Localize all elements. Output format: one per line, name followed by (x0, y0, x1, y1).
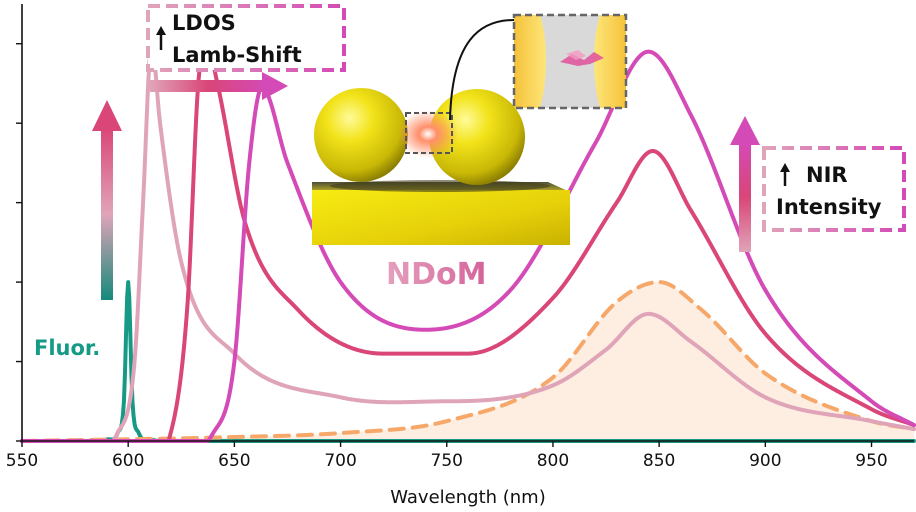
nir-intensity-box: NIR Intensity (762, 146, 906, 232)
lamb-shift-label: Lamb-Shift (172, 43, 302, 67)
intensity-label: Intensity (776, 195, 882, 219)
series-line-coupled-1 (20, 41, 916, 443)
x-tick-label: 850 (643, 451, 675, 471)
ndom-label: NDoM (386, 257, 486, 292)
x-tick-label: 600 (112, 451, 144, 471)
x-tick-label: 900 (749, 451, 781, 471)
x-tick-label: 650 (218, 451, 250, 471)
x-tick-label: 950 (855, 451, 887, 471)
left-up-arrow-icon (92, 100, 122, 300)
up-arrow-icon (780, 163, 790, 186)
fluor-label: Fluor. (34, 336, 100, 360)
x-tick-label: 800 (537, 451, 569, 471)
right-arrow-icon (150, 72, 288, 100)
series-line-coupled-2 (20, 41, 916, 443)
ldos-label: LDOS (172, 11, 236, 35)
x-tick-label: 750 (431, 451, 463, 471)
ldos-lamb-shift-box: LDOS Lamb-Shift (146, 4, 346, 72)
up-arrow-icon (156, 26, 166, 50)
nir-label: NIR (806, 163, 848, 187)
molecule-icon (560, 50, 604, 66)
x-tick-label: 550 (6, 451, 38, 471)
series-fill-cavity (22, 282, 914, 441)
axes: 550 600 650 700 750 800 850 900 950 (6, 4, 914, 471)
gap-zoom-inset (512, 13, 628, 110)
nanoparticle-dimer-illustration (312, 19, 570, 245)
x-tick-label: 700 (324, 451, 356, 471)
right-up-arrow-icon (730, 116, 760, 252)
x-axis-title: Wavelength (nm) (390, 487, 546, 508)
